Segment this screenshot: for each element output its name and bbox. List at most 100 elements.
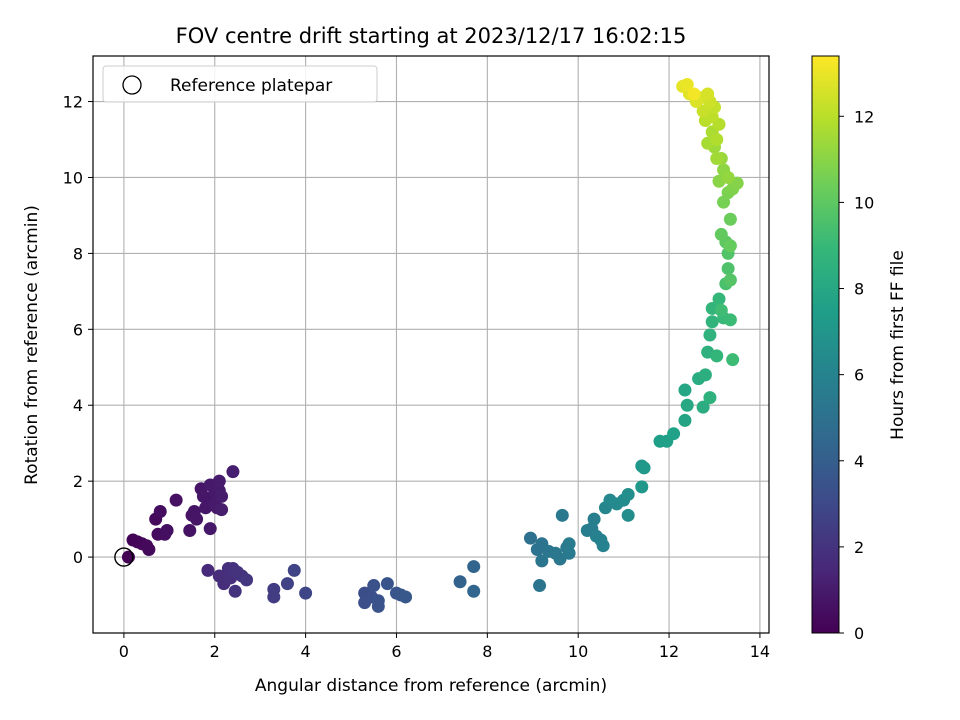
y-tick-label: 4 xyxy=(73,396,83,415)
data-point xyxy=(280,577,294,591)
y-tick-label: 12 xyxy=(63,93,83,112)
y-tick-label: 2 xyxy=(73,472,83,491)
data-point xyxy=(687,87,701,101)
y-tick-label: 6 xyxy=(73,320,83,339)
legend-entry-reference: Reference platepar xyxy=(170,76,332,96)
x-axis-label: Angular distance from reference (arcmin) xyxy=(255,676,607,696)
y-axis-label: Rotation from reference (arcmin) xyxy=(22,205,42,485)
data-point xyxy=(467,584,481,598)
y-tick-label: 0 xyxy=(73,548,83,567)
data-point xyxy=(596,539,610,553)
data-point xyxy=(555,508,569,522)
colorbar-tick-label: 8 xyxy=(854,280,864,299)
data-point xyxy=(710,349,724,363)
data-point xyxy=(723,212,737,226)
data-point xyxy=(267,590,281,604)
data-point xyxy=(371,599,385,613)
data-point xyxy=(523,531,537,545)
grid xyxy=(93,56,769,633)
data-point xyxy=(696,104,710,118)
reference-platepar-marker xyxy=(114,547,134,567)
data-point xyxy=(705,315,719,329)
data-point xyxy=(667,427,681,441)
data-point xyxy=(710,151,724,165)
data-point xyxy=(201,563,215,577)
data-point xyxy=(621,487,635,501)
data-point xyxy=(467,560,481,574)
data-point xyxy=(714,227,728,241)
data-point xyxy=(696,400,710,414)
colorbar-tick-label: 6 xyxy=(854,366,864,385)
data-point xyxy=(714,303,728,317)
data-point xyxy=(226,465,240,479)
data-point xyxy=(562,537,576,551)
data-point xyxy=(712,292,726,306)
data-point xyxy=(678,413,692,427)
data-points xyxy=(121,77,744,613)
x-tick-label: 8 xyxy=(482,642,492,661)
data-point xyxy=(621,508,635,522)
chart-title: FOV centre drift starting at 2023/12/17 … xyxy=(176,24,687,48)
y-tick-label: 10 xyxy=(63,168,83,187)
legend: Reference platepar xyxy=(102,65,378,103)
data-point xyxy=(203,522,217,536)
colorbar-tick-label: 0 xyxy=(854,624,864,643)
data-point xyxy=(723,239,737,253)
x-tick-label: 14 xyxy=(750,642,770,661)
data-point xyxy=(710,133,724,147)
data-point xyxy=(169,493,183,507)
colorbar xyxy=(811,55,840,634)
data-point xyxy=(680,77,694,91)
data-point xyxy=(240,573,254,587)
data-point xyxy=(215,503,229,517)
x-axis-ticks: 0 2 4 6 8 10 12 14 xyxy=(119,633,770,661)
colorbar-tick-label: 4 xyxy=(854,452,864,471)
x-tick-label: 2 xyxy=(210,642,220,661)
colorbar-ticks: 0 2 4 6 8 10 12 xyxy=(839,107,874,643)
data-point xyxy=(701,87,715,101)
data-point xyxy=(212,474,226,488)
data-point xyxy=(698,368,712,382)
data-point xyxy=(153,505,167,519)
y-axis-ticks: 0 2 4 6 8 10 12 xyxy=(63,93,93,567)
legend-marker-reference xyxy=(122,75,142,95)
legend-box xyxy=(102,65,378,103)
x-tick-label: 4 xyxy=(301,642,311,661)
data-point xyxy=(299,586,313,600)
data-point xyxy=(635,480,649,494)
data-point xyxy=(453,575,467,589)
data-point xyxy=(678,383,692,397)
data-point xyxy=(160,524,174,538)
data-point xyxy=(367,579,381,593)
data-point xyxy=(721,170,735,184)
data-point xyxy=(637,461,651,475)
data-point xyxy=(723,313,737,327)
data-point xyxy=(562,546,576,560)
data-point xyxy=(680,398,694,412)
data-point xyxy=(380,577,394,591)
x-tick-label: 6 xyxy=(391,642,401,661)
plot-area-frame xyxy=(92,55,770,634)
x-tick-label: 10 xyxy=(568,642,588,661)
data-point xyxy=(228,584,242,598)
data-point xyxy=(183,524,197,538)
data-point xyxy=(190,512,204,526)
x-tick-label: 0 xyxy=(119,642,129,661)
colorbar-tick-label: 12 xyxy=(854,107,874,126)
x-tick-label: 12 xyxy=(659,642,679,661)
data-point xyxy=(535,554,549,568)
data-point xyxy=(587,512,601,526)
data-point xyxy=(215,489,229,503)
data-point xyxy=(703,391,717,405)
data-point xyxy=(726,353,740,367)
data-point xyxy=(287,563,301,577)
reference-point-layer xyxy=(114,547,134,567)
colorbar-label: Hours from first FF file xyxy=(888,250,908,440)
y-tick-label: 8 xyxy=(73,244,83,263)
data-point xyxy=(721,262,735,276)
data-point xyxy=(533,579,547,593)
data-point xyxy=(723,273,737,287)
data-point xyxy=(703,328,717,342)
data-point xyxy=(142,542,156,556)
